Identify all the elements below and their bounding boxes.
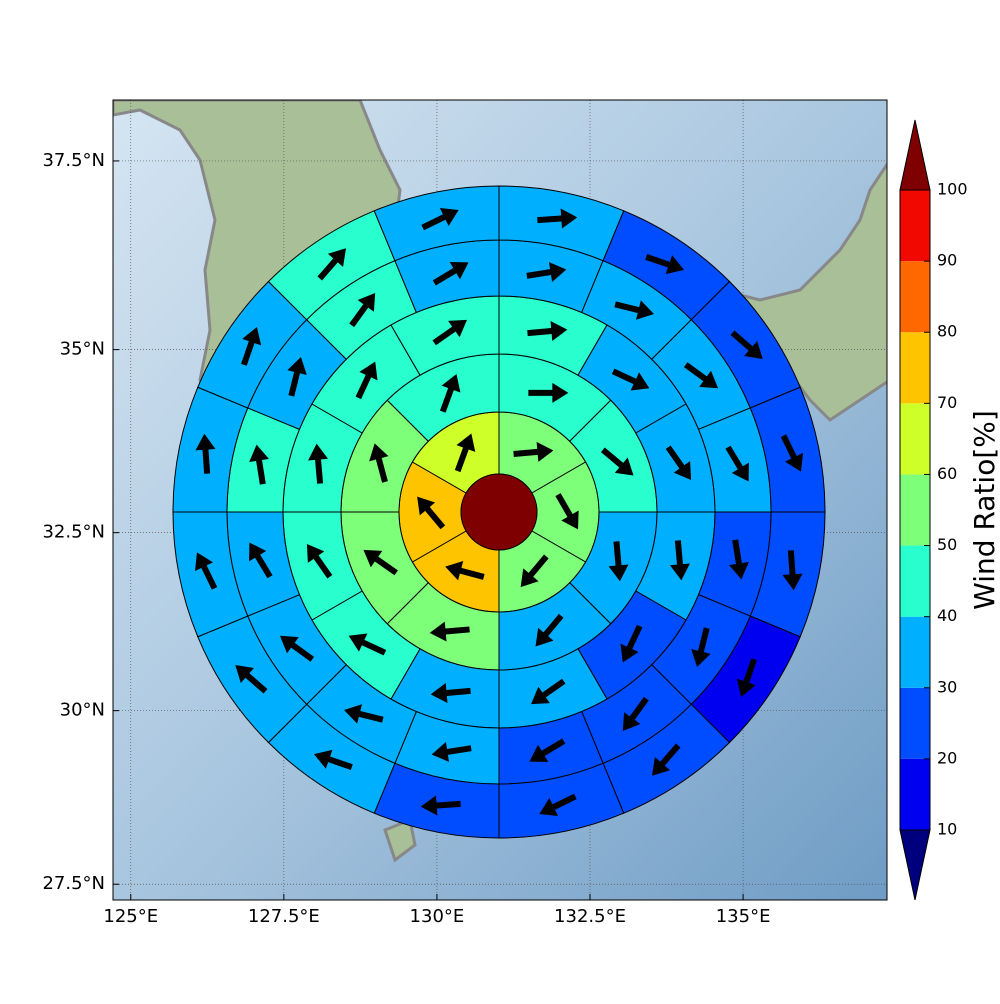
colorbar-segment bbox=[900, 190, 930, 262]
colorbar-tick-label: 10 bbox=[937, 820, 957, 839]
wind-arrow bbox=[725, 445, 749, 482]
colorbar-tick-label: 30 bbox=[937, 677, 957, 696]
wind-arrow bbox=[528, 382, 569, 403]
y-tick-label: 37.5°N bbox=[42, 150, 105, 171]
wind-arrow bbox=[306, 544, 333, 579]
wind-arrow bbox=[527, 321, 568, 341]
wind-arrow bbox=[730, 330, 763, 360]
colorbar-segment bbox=[900, 758, 930, 830]
colorbar-segment bbox=[900, 403, 930, 475]
colorbar-segment bbox=[900, 687, 930, 759]
wind-arrow bbox=[651, 743, 681, 776]
wind-arrow bbox=[432, 262, 469, 286]
wind-arrow bbox=[279, 635, 315, 662]
wind-arrow bbox=[439, 374, 461, 413]
colorbar-label: Wind Ratio[%] bbox=[968, 410, 1000, 610]
wind-arrow bbox=[526, 262, 567, 282]
wind-arrow bbox=[780, 434, 803, 472]
arrows bbox=[195, 208, 803, 816]
wind-arrow bbox=[235, 664, 268, 694]
x-tick-label: 125°E bbox=[103, 906, 158, 927]
wind-arrow bbox=[611, 368, 650, 391]
wind-arrow bbox=[195, 552, 218, 590]
wind-arrow bbox=[313, 749, 353, 770]
wind-arrow bbox=[369, 443, 389, 483]
wind-arrow bbox=[445, 561, 485, 581]
wind-arrow bbox=[241, 326, 262, 366]
colorbar-under bbox=[899, 829, 931, 901]
y-tick-label: 30°N bbox=[60, 700, 105, 721]
wind-arrow bbox=[454, 433, 476, 473]
colorbar-tick-label: 80 bbox=[937, 322, 957, 341]
wind-arrow bbox=[421, 208, 459, 231]
wind-arrow bbox=[308, 443, 328, 484]
wind-arrow bbox=[249, 444, 269, 485]
wind-arrow bbox=[430, 683, 471, 703]
wind-arrow bbox=[539, 793, 577, 816]
wind-arrow bbox=[344, 704, 384, 724]
colorbar-tick-label: 100 bbox=[937, 180, 968, 199]
y-tick-label: 27.5°N bbox=[42, 873, 105, 894]
y-tick-label: 35°N bbox=[60, 339, 105, 360]
wind-arrow bbox=[691, 627, 711, 667]
wind-arrow bbox=[432, 319, 467, 346]
x-tick-label: 135°E bbox=[716, 906, 771, 927]
colorbar-segment bbox=[900, 474, 930, 546]
colorbar: 10 20 30 40 50 60 70 80 90 100 bbox=[899, 119, 968, 901]
wind-arrow bbox=[537, 208, 578, 229]
colorbar-segment bbox=[900, 332, 930, 404]
wind-arrow bbox=[363, 549, 398, 576]
wind-arrow bbox=[529, 738, 566, 762]
wind-arrow bbox=[348, 633, 387, 656]
wind-arrow bbox=[417, 496, 446, 530]
sectors bbox=[172, 185, 826, 839]
wind-arrow bbox=[420, 795, 461, 816]
colorbar-frame bbox=[899, 189, 931, 831]
wind-arrow bbox=[683, 362, 719, 389]
wind-arrow bbox=[729, 539, 749, 580]
map-frame bbox=[112, 99, 888, 901]
x-tick-label: 132.5°E bbox=[554, 906, 626, 927]
colorbar-over bbox=[899, 119, 931, 191]
wind-arrow bbox=[195, 433, 216, 474]
wind-arrow bbox=[531, 678, 566, 705]
wind-arrow bbox=[355, 361, 378, 400]
wind-arrow bbox=[555, 493, 579, 530]
wind-arrow bbox=[622, 696, 649, 732]
colorbar-tick-label: 90 bbox=[937, 251, 957, 270]
wind-arrow bbox=[665, 445, 692, 480]
wind-arrow bbox=[645, 254, 685, 275]
colorbar-tick-label: 20 bbox=[937, 748, 957, 767]
colorbar-segment bbox=[900, 616, 930, 688]
wind-arrow bbox=[513, 441, 554, 462]
wind-arrow bbox=[431, 742, 472, 762]
x-tick-label: 127.5°E bbox=[248, 906, 320, 927]
wind-arrow bbox=[349, 292, 376, 328]
wind-arrow bbox=[782, 550, 803, 591]
ticks: 125°E 127.5°E 130°E 132.5°E 135°E 27.5°N 30°N 3… bbox=[42, 150, 770, 927]
colorbar-tick-label: 50 bbox=[937, 535, 957, 554]
colorbar-tick-label: 40 bbox=[937, 606, 957, 625]
colorbar-tick-label: 70 bbox=[937, 393, 957, 412]
wind-arrow bbox=[535, 613, 564, 647]
wind-arrow bbox=[520, 554, 549, 588]
center-disc bbox=[460, 473, 538, 551]
wind-arrow bbox=[429, 621, 470, 642]
wind-arrow bbox=[600, 447, 634, 476]
wind-arrow bbox=[287, 357, 307, 397]
wind-arrow bbox=[620, 624, 643, 663]
wind-arrow bbox=[670, 540, 690, 581]
colorbar-tick-label: 60 bbox=[937, 464, 957, 483]
wind-arrow bbox=[317, 248, 347, 281]
wind-arrow bbox=[249, 542, 273, 579]
y-tick-label: 32.5°N bbox=[42, 522, 105, 543]
wind-arrow bbox=[608, 541, 629, 582]
wind-arrow bbox=[614, 300, 654, 320]
colorbar-segment bbox=[900, 261, 930, 333]
wind-arrow bbox=[736, 658, 757, 698]
x-tick-label: 130°E bbox=[410, 906, 465, 927]
colorbar-segment bbox=[900, 545, 930, 617]
